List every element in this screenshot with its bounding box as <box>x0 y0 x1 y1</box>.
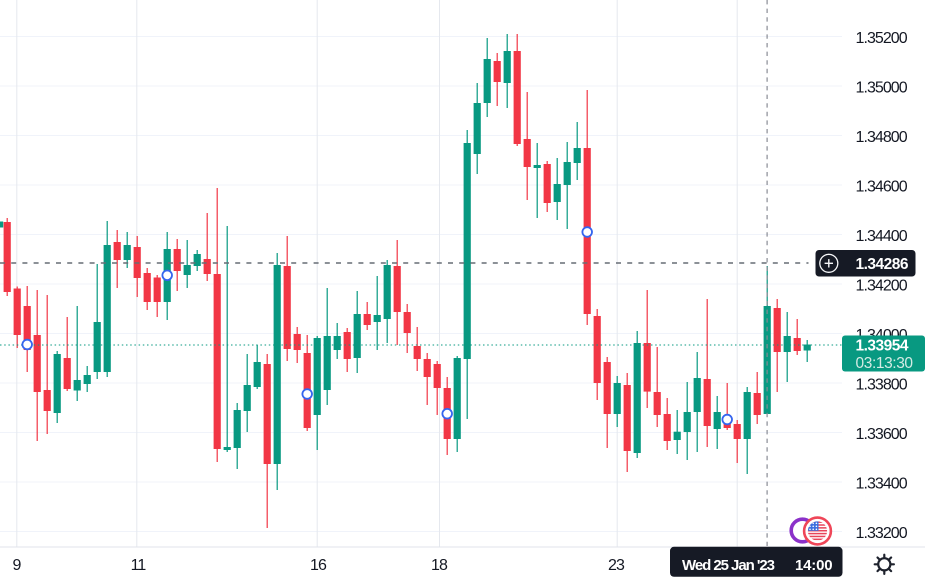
svg-text:1.34600: 1.34600 <box>856 178 908 195</box>
svg-text:1.35200: 1.35200 <box>856 30 908 47</box>
svg-text:16: 16 <box>310 557 327 574</box>
svg-text:23: 23 <box>608 557 625 574</box>
svg-text:14:00: 14:00 <box>795 557 832 574</box>
svg-text:1.34400: 1.34400 <box>856 228 908 245</box>
svg-text:Wed 25 Jan '23: Wed 25 Jan '23 <box>682 557 775 574</box>
svg-text:1.34286: 1.34286 <box>856 256 909 273</box>
svg-text:11: 11 <box>131 557 147 574</box>
svg-text:18: 18 <box>431 557 448 574</box>
svg-text:1.33200: 1.33200 <box>856 525 908 542</box>
svg-text:1.33400: 1.33400 <box>856 475 908 492</box>
svg-text:9: 9 <box>13 557 22 574</box>
svg-text:1.33954: 1.33954 <box>856 338 909 355</box>
svg-text:1.33600: 1.33600 <box>856 426 908 443</box>
svg-text:1.34800: 1.34800 <box>856 129 908 146</box>
svg-text:1.34200: 1.34200 <box>856 277 908 294</box>
svg-text:1.33800: 1.33800 <box>856 376 908 393</box>
svg-text:1.35000: 1.35000 <box>856 79 908 96</box>
svg-text:03:13:30: 03:13:30 <box>856 355 914 372</box>
